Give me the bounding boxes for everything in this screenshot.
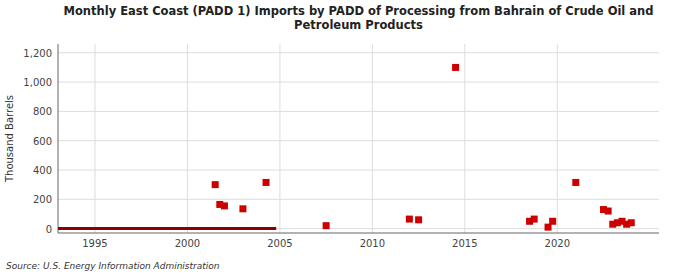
y-grid-line xyxy=(58,199,659,200)
y-grid-line xyxy=(58,140,659,141)
y-tick-label: 400 xyxy=(33,165,52,176)
y-grid-line xyxy=(58,170,659,171)
point xyxy=(221,202,228,209)
y-axis-line xyxy=(58,44,59,233)
title-line: Monthly East Coast (PADD 1) Imports by P… xyxy=(64,4,654,18)
point xyxy=(452,64,459,71)
y-axis-label: Thousand Barrels xyxy=(4,95,15,183)
line xyxy=(58,227,276,230)
title: Monthly East Coast (PADD 1) Imports by P… xyxy=(64,4,654,32)
point xyxy=(212,181,219,188)
point xyxy=(239,205,246,212)
x-grid-line xyxy=(557,44,558,233)
marks xyxy=(58,64,635,231)
x-tick-label: 2000 xyxy=(175,238,200,249)
point xyxy=(406,216,413,223)
x-grid-line xyxy=(187,44,188,233)
y-grid-line xyxy=(58,228,659,229)
point xyxy=(531,216,538,223)
point xyxy=(323,222,330,229)
x-tick-label: 2020 xyxy=(545,238,570,249)
y-grid-line xyxy=(58,111,659,112)
y-tick-label: 600 xyxy=(33,136,52,147)
x-tick-label: 2015 xyxy=(452,238,477,249)
x-grid-line xyxy=(94,44,95,233)
title-line: Petroleum Products xyxy=(294,18,423,32)
x-axis-line xyxy=(58,233,659,234)
y-tick-label: 0 xyxy=(46,224,52,235)
x-grid-line xyxy=(279,44,280,233)
point xyxy=(628,219,635,226)
y-grid-line xyxy=(58,82,659,83)
point xyxy=(605,208,612,215)
point xyxy=(572,179,579,186)
x-grid-line xyxy=(372,44,373,233)
chart: Monthly East Coast (PADD 1) Imports by P… xyxy=(0,0,675,275)
point xyxy=(263,179,270,186)
y-tick-label: 1,000 xyxy=(23,77,52,88)
x-grid-line xyxy=(464,44,465,233)
axes: 0 200 400 600 800 1,000 1,200 1995 2000 2005 2010 2… xyxy=(23,44,659,249)
source: Source: U.S. Energy Information Administ… xyxy=(6,261,220,271)
x-tick-label: 2010 xyxy=(360,238,385,249)
x-tick-label: 1995 xyxy=(82,238,107,249)
point xyxy=(415,216,422,223)
y-tick-label: 1,200 xyxy=(23,48,52,59)
x-tick-label: 2005 xyxy=(267,238,292,249)
y-tick-label: 200 xyxy=(33,194,52,205)
point xyxy=(549,218,556,225)
y-tick-label: 800 xyxy=(33,106,52,117)
y-grid-line xyxy=(58,52,659,53)
grid xyxy=(58,44,659,233)
